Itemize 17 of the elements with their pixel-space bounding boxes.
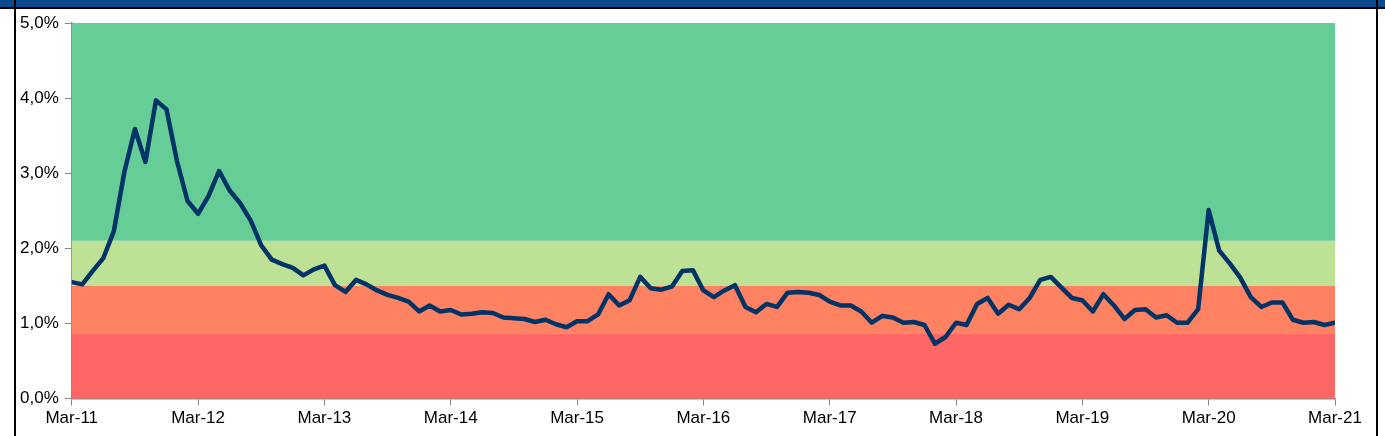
x-tick-label: Mar-14 xyxy=(423,408,478,428)
x-tick-label: Mar-17 xyxy=(802,408,857,428)
x-tick-label: Mar-15 xyxy=(550,408,604,428)
y-tick-label: 0,0% xyxy=(20,388,59,408)
x-tick-label: Mar-11 xyxy=(45,408,99,428)
y-tick-label: 4,0% xyxy=(20,87,59,107)
x-tick-label: Mar-18 xyxy=(929,408,983,428)
x-tick-label: Mar-12 xyxy=(171,408,225,428)
y-tick-label: 1,0% xyxy=(20,313,59,333)
x-tick-label: Mar-13 xyxy=(297,408,352,428)
x-tick-label: Mar-21 xyxy=(1308,408,1362,428)
x-tick-label: Mar-19 xyxy=(1055,408,1110,428)
y-tick-label: 5,0% xyxy=(20,12,59,32)
x-tick-label: Mar-20 xyxy=(1181,408,1236,428)
x-tick-label: Mar-16 xyxy=(676,408,731,428)
y-tick-label: 2,0% xyxy=(20,238,59,258)
y-tick-label: 3,0% xyxy=(20,162,59,182)
